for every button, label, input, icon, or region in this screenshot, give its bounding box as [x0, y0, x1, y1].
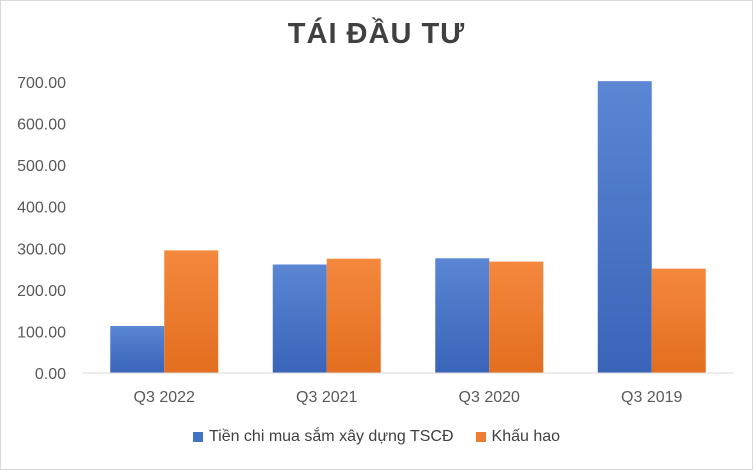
legend: Tiền chi mua sắm xây dựng TSCĐ Khấu hao: [0, 428, 753, 446]
x-tick-label: Q3 2019: [621, 389, 682, 406]
bar-tscd-q3-2021: [272, 264, 327, 373]
legend-label-tscd: Tiền chi mua sắm xây dựng TSCĐ: [208, 428, 454, 445]
bar-khau-hao-q3-2021: [326, 258, 381, 373]
y-tick-label: 300.00: [17, 241, 66, 258]
x-axis-ticks: Q3 2022 Q3 2021 Q3 2020 Q3 2019: [134, 389, 683, 406]
bar-khau-hao-q3-2019: [651, 268, 706, 373]
x-tick-label: Q3 2020: [459, 389, 520, 406]
y-tick-label: 0.00: [35, 366, 66, 383]
x-tick-label: Q3 2022: [134, 389, 195, 406]
bar-tscd-q3-2019: [597, 81, 652, 373]
y-tick-label: 600.00: [17, 117, 66, 134]
bar-tscd-q3-2020: [435, 258, 490, 373]
legend-swatch-tscd: [192, 432, 203, 442]
y-tick-label: 100.00: [17, 324, 66, 341]
bars: [110, 81, 706, 373]
bar-khau-hao-q3-2020: [489, 261, 544, 373]
chart-title: TÁI ĐẦU TƯ: [287, 18, 466, 50]
y-tick-label: 700.00: [17, 75, 66, 92]
legend-item-tscd: Tiền chi mua sắm xây dựng TSCĐ: [192, 428, 454, 446]
legend-swatch-khau-hao: [475, 432, 486, 442]
x-tick-label: Q3 2021: [296, 389, 357, 406]
legend-label-khau-hao: Khấu hao: [491, 428, 561, 445]
y-tick-label: 200.00: [17, 283, 66, 300]
bar-tscd-q3-2022: [110, 326, 165, 373]
legend-item-khau-hao: Khấu hao: [475, 428, 561, 446]
bar-khau-hao-q3-2022: [164, 250, 219, 373]
y-tick-label: 500.00: [17, 158, 66, 175]
y-axis-ticks: 0.00 100.00 200.00 300.00 400.00 500.00 600.00…: [17, 75, 66, 383]
y-tick-label: 400.00: [17, 200, 66, 217]
